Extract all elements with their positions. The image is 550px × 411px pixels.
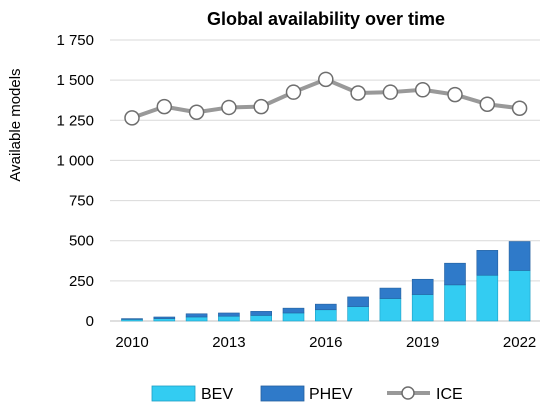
ice-point <box>382 84 399 100</box>
y-tick-label: 250 <box>69 273 94 290</box>
phev-bar <box>185 313 208 318</box>
bev-bar <box>250 315 272 322</box>
ice-point <box>253 98 269 115</box>
bars <box>121 241 531 322</box>
phev-bar <box>508 241 531 271</box>
legend-label-bev: BEV <box>201 386 233 403</box>
phev-bar <box>250 311 272 316</box>
bev-bar <box>379 298 402 322</box>
bev-bar <box>185 316 208 322</box>
bev-bar <box>476 274 499 322</box>
bev-bar <box>444 284 466 322</box>
phev-bar <box>379 287 402 299</box>
chart-title: Global availability over time <box>207 9 445 29</box>
legend-label-ice: ICE <box>436 386 463 403</box>
bev-bar <box>314 309 337 322</box>
phev-bar <box>444 262 466 286</box>
legend: BEV PHEV ICE <box>151 385 463 403</box>
phev-bar <box>314 303 337 311</box>
y-tick-label: 500 <box>69 233 94 250</box>
legend-marker-ice <box>401 386 415 400</box>
phev-bar <box>121 318 143 320</box>
x-tick-label: 2019 <box>406 334 439 351</box>
bev-bar <box>218 315 240 322</box>
bev-bar <box>411 294 434 322</box>
phev-bar <box>282 307 305 314</box>
ice-point <box>285 84 302 100</box>
bev-bar <box>153 318 176 322</box>
phev-bar <box>153 316 176 319</box>
ice-point <box>318 71 334 88</box>
bev-bar <box>347 306 369 322</box>
legend-swatch-bev <box>151 385 196 402</box>
phev-bar <box>218 312 240 317</box>
ice-point <box>221 99 237 116</box>
y-axis-label: Available models <box>7 68 24 181</box>
x-tick-label: 2022 <box>503 334 536 351</box>
ice-point <box>124 110 140 126</box>
ice-point <box>414 82 431 98</box>
ice-point <box>479 96 496 112</box>
bev-bar <box>508 270 531 322</box>
y-tick-label: 0 <box>86 313 94 330</box>
ice-line <box>124 71 528 126</box>
bev-bar <box>282 312 305 322</box>
y-tick-label: 750 <box>69 193 94 210</box>
y-tick-label: 1 250 <box>56 112 94 129</box>
ice-point <box>156 98 173 115</box>
phev-bar <box>411 278 434 295</box>
ice-point <box>188 104 205 121</box>
x-tick-label: 2016 <box>309 334 342 351</box>
ice-point <box>350 85 366 101</box>
y-tick-labels: 0 250 500 750 1 000 1 250 1 500 1 750 <box>56 32 94 330</box>
y-tick-label: 1 750 <box>56 32 94 49</box>
x-tick-labels: 2010 2013 2016 2019 2022 <box>115 334 536 351</box>
legend-label-phev: PHEV <box>309 386 353 403</box>
legend-swatch-phev <box>260 385 305 402</box>
y-tick-label: 1 000 <box>56 152 94 169</box>
x-tick-label: 2013 <box>212 334 245 351</box>
ice-point <box>511 100 528 116</box>
x-tick-label: 2010 <box>115 334 148 351</box>
phev-bar <box>347 296 369 307</box>
y-tick-label: 1 500 <box>56 72 94 89</box>
ice-point <box>447 86 463 103</box>
phev-bar <box>476 250 499 276</box>
